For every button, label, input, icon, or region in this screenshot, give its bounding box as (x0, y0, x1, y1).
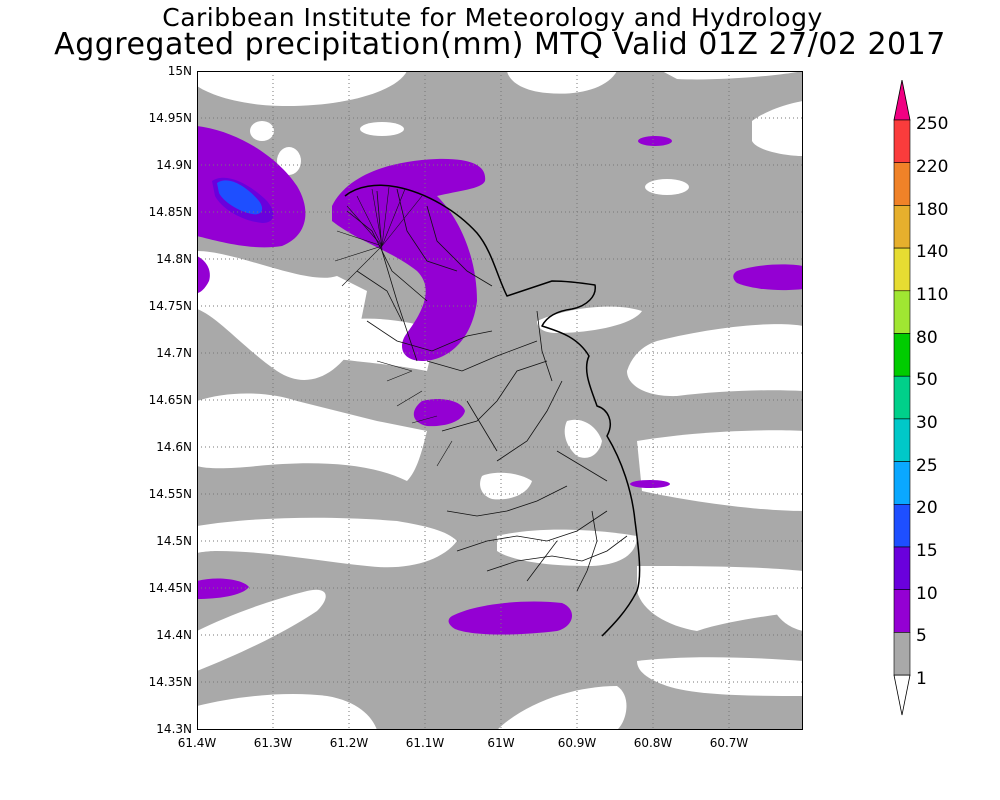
colorbar-swatch (893, 80, 911, 121)
lon-tick-label: 61W (487, 736, 515, 750)
colorbar-level-label: 250 (916, 114, 949, 134)
precip-field-5-10mm (197, 126, 803, 635)
colorbar-swatch (893, 162, 911, 206)
colorbar-level-label: 110 (916, 285, 949, 305)
colorbar-swatch (893, 674, 911, 716)
lon-tick-label: 60.8W (633, 736, 673, 750)
lat-tick-label: 14.55N (148, 487, 192, 501)
colorbar-swatches (893, 80, 911, 716)
lon-tick-label: 61.4W (177, 736, 217, 750)
commune-boundaries (346, 188, 628, 592)
lat-tick-label: 14.95N (148, 111, 192, 125)
colorbar-level-label: 5 (916, 626, 927, 646)
lat-tick-label: 14.4N (156, 628, 192, 642)
colorbar-swatch (893, 119, 911, 164)
lat-tick-label: 14.7N (156, 346, 192, 360)
colorbar-level-label: 140 (916, 242, 949, 262)
institution-title: Caribbean Institute for Meteorology and … (162, 3, 823, 32)
lon-tick-label: 60.7W (709, 736, 749, 750)
colorbar-swatch (893, 546, 911, 591)
colorbar-level-label: 20 (916, 498, 938, 518)
lat-tick-label: 14.8N (156, 252, 192, 266)
lon-tick-label: 61.2W (329, 736, 369, 750)
colorbar-swatch (893, 333, 911, 377)
colorbar-level-label: 180 (916, 200, 949, 220)
river-network (334, 186, 453, 467)
colorbar-level-label: 50 (916, 370, 938, 390)
lat-tick-label: 14.9N (156, 158, 192, 172)
colorbar-swatch (893, 461, 911, 505)
precip-colorbar (893, 80, 911, 716)
colorbar-level-label: 1 (916, 669, 927, 689)
precipitation-map (197, 71, 803, 730)
lat-lon-grid (197, 71, 803, 730)
colorbar-swatch (893, 247, 911, 292)
martinique-coastline (344, 184, 641, 637)
colorbar-level-label: 220 (916, 157, 949, 177)
map-title: Aggregated precipitation(mm) MTQ Valid 0… (54, 27, 946, 62)
lat-tick-label: 14.3N (156, 722, 192, 736)
colorbar-swatch (893, 589, 911, 633)
lon-tick-label: 60.9W (557, 736, 597, 750)
lon-tick-label: 61.1W (405, 736, 445, 750)
colorbar-swatch (893, 503, 911, 548)
colorbar-level-label: 30 (916, 413, 938, 433)
lat-tick-label: 14.65N (148, 393, 192, 407)
lat-tick-label: 14.45N (148, 581, 192, 595)
colorbar-swatch (893, 290, 911, 334)
colorbar-level-label: 25 (916, 456, 938, 476)
lon-tick-label: 61.3W (253, 736, 293, 750)
colorbar-swatch (893, 375, 911, 420)
colorbar-swatch (893, 205, 911, 249)
lat-tick-label: 14.35N (148, 675, 192, 689)
colorbar-level-label: 80 (916, 328, 938, 348)
lat-tick-label: 15N (167, 64, 192, 78)
lat-tick-label: 14.85N (148, 205, 192, 219)
colorbar-level-label: 15 (916, 541, 938, 561)
lat-tick-label: 14.6N (156, 440, 192, 454)
colorbar-swatch (893, 418, 911, 462)
colorbar-swatch (893, 632, 911, 676)
lat-tick-label: 14.75N (148, 299, 192, 313)
colorbar-level-label: 10 (916, 584, 938, 604)
precip-field-under-1mm (197, 71, 803, 730)
lat-tick-label: 14.5N (156, 534, 192, 548)
